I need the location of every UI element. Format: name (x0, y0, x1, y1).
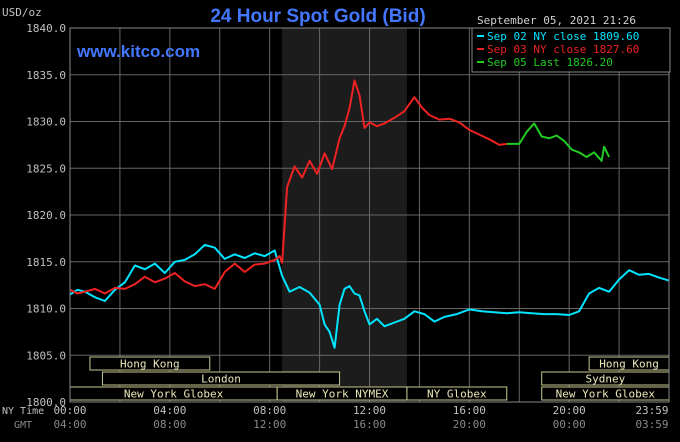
x-tick-label-gmt: 12:00 (253, 418, 286, 431)
site-url: www.kitco.com (76, 42, 200, 61)
legend-entry: Sep 05 Last 1826.20 (487, 56, 613, 69)
y-tick-label: 1830.0 (26, 116, 66, 129)
y-tick-label: 1810.0 (26, 303, 66, 316)
y-tick-label: 1835.0 (26, 69, 66, 82)
session-label: Hong Kong (120, 358, 180, 371)
y-tick-label: 1815.0 (26, 256, 66, 269)
session-bar (89, 356, 211, 371)
y-tick-label: 1825.0 (26, 162, 66, 175)
x-tick-label-ny: 20:00 (553, 404, 586, 417)
series-line (69, 79, 507, 295)
session-label: New York NYMEX (296, 388, 389, 401)
x-tick-label-ny: 04:00 (153, 404, 186, 417)
y-tick-label: 1800.0 (26, 396, 66, 409)
x-tick-label-ny: 12:00 (353, 404, 386, 417)
series-line (506, 122, 610, 162)
session-bar (101, 371, 341, 386)
y-axis-ticks: 1840.0 1835.0 1830.0 1825.0 1820.0 1815.0 1810… (26, 22, 66, 409)
chart-timestamp: September 05, 2021 21:26 (477, 14, 636, 27)
x-tick-label-gmt: 03:59 (635, 418, 668, 431)
x-tick-label-ny: 16:00 (453, 404, 486, 417)
chart-title: 24 Hour Spot Gold (Bid) (210, 6, 425, 27)
gmt-row-label: GMT (14, 420, 32, 431)
x-tick-label-gmt: 20:00 (453, 418, 486, 431)
legend-entry: Sep 02 NY close 1809.60 (487, 30, 639, 43)
series-line (69, 243, 669, 349)
plot-frame (69, 27, 670, 403)
session-label: New York Globex (556, 388, 656, 401)
x-tick-label-ny: 08:00 (253, 404, 286, 417)
x-tick-label-gmt: 00:00 (553, 418, 586, 431)
session-label: NY Globex (427, 388, 487, 401)
x-tick-label-gmt: 08:00 (153, 418, 186, 431)
x-tick-label-gmt: 04:00 (53, 418, 86, 431)
x-tick-label-ny: 23:59 (635, 404, 668, 417)
x-tick-label-ny: 00:00 (53, 404, 86, 417)
price-series (69, 79, 669, 349)
y-tick-label: 1820.0 (26, 209, 66, 222)
session-label: Sydney (585, 373, 625, 386)
session-label: Hong Kong (599, 358, 659, 371)
session-label: New York Globex (124, 388, 224, 401)
x-tick-label-gmt: 16:00 (353, 418, 386, 431)
y-tick-label: 1805.0 (26, 349, 66, 362)
trading-sessions: Hong Kong Hong Kong London Sydney New York G… (69, 356, 670, 401)
session-label: London (201, 373, 241, 386)
legend-box (471, 27, 671, 73)
y-tick-label: 1840.0 (26, 22, 66, 35)
y-axis-unit-label: USD/oz (2, 6, 42, 19)
x-axis-ticks: 00:0004:0004:0008:0008:0012:0012:0016:00… (53, 404, 668, 431)
ny-time-row-label: NY Time (2, 406, 44, 417)
session-bar (406, 386, 508, 401)
gridlines (70, 27, 669, 403)
legend-entry: Sep 03 NY close 1827.60 (487, 43, 639, 56)
